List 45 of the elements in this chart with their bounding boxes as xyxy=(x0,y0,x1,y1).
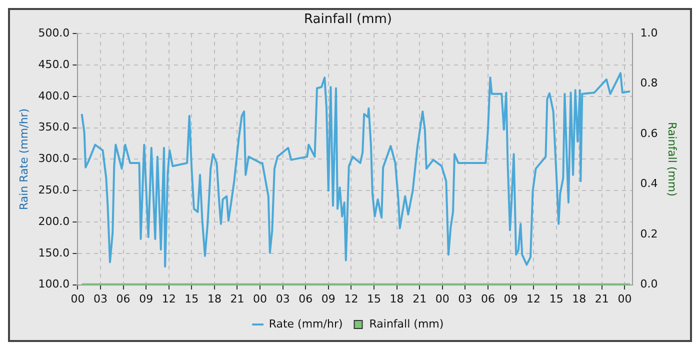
y2-tick-label: 0.4 xyxy=(640,177,658,190)
y-tick-label: 200.0 xyxy=(38,214,70,228)
y-axis-title: Rain Rate (mm/hr) xyxy=(17,108,30,210)
y2-tick-label: 0.8 xyxy=(640,76,658,90)
y-tick-label: 150.0 xyxy=(38,246,70,260)
x-tick-label: 03 xyxy=(93,292,108,306)
x-tick-label: 03 xyxy=(276,292,290,306)
y-tick-label: 250.0 xyxy=(38,183,70,196)
legend-label: Rate (mm/hr) xyxy=(268,317,343,330)
x-tick-label: 09 xyxy=(321,292,336,306)
x-tick-label: 15 xyxy=(184,292,199,306)
y2-axis-title: Rainfall (mm) xyxy=(666,122,679,196)
x-tick-label: 21 xyxy=(594,292,609,306)
x-tick-label: 06 xyxy=(116,292,130,306)
x-tick-label: 18 xyxy=(390,292,404,306)
x-tick-label: 12 xyxy=(344,292,358,306)
y-tick-label: 500.0 xyxy=(38,26,70,40)
x-tick-label: 15 xyxy=(366,292,381,306)
x-tick-label: 12 xyxy=(162,292,176,306)
x-tick-label: 00 xyxy=(618,292,632,306)
x-tick-label: 09 xyxy=(139,292,154,306)
legend-label: Rainfall (mm) xyxy=(369,317,444,330)
x-tick-label: 21 xyxy=(412,292,427,306)
chart-title: Rainfall (mm) xyxy=(304,12,392,28)
x-tick-label: 15 xyxy=(549,292,564,306)
y-tick-label: 100.0 xyxy=(38,278,70,291)
x-tick-label: 06 xyxy=(480,292,495,306)
y-tick-label: 350.0 xyxy=(38,120,70,134)
x-tick-label: 06 xyxy=(298,292,313,306)
x-tick-label: 21 xyxy=(230,292,244,306)
y-tick-label: 300.0 xyxy=(38,152,70,166)
x-tick-label: 00 xyxy=(435,292,450,306)
y-tick-label: 400.0 xyxy=(38,89,70,102)
y2-tick-label: 1.0 xyxy=(640,26,658,40)
x-tick-label: 03 xyxy=(458,292,472,306)
y2-tick-label: 0.2 xyxy=(640,227,658,240)
x-tick-label: 18 xyxy=(207,292,222,306)
x-tick-label: 18 xyxy=(572,292,586,306)
x-tick-label: 12 xyxy=(526,292,541,306)
y2-tick-label: 0.0 xyxy=(640,278,658,291)
x-tick-label: 00 xyxy=(253,292,268,306)
x-tick-label: 00 xyxy=(70,292,85,306)
x-tick-label: 09 xyxy=(504,292,518,306)
y2-tick-label: 0.6 xyxy=(640,126,658,140)
y-tick-label: 450.0 xyxy=(38,58,70,71)
